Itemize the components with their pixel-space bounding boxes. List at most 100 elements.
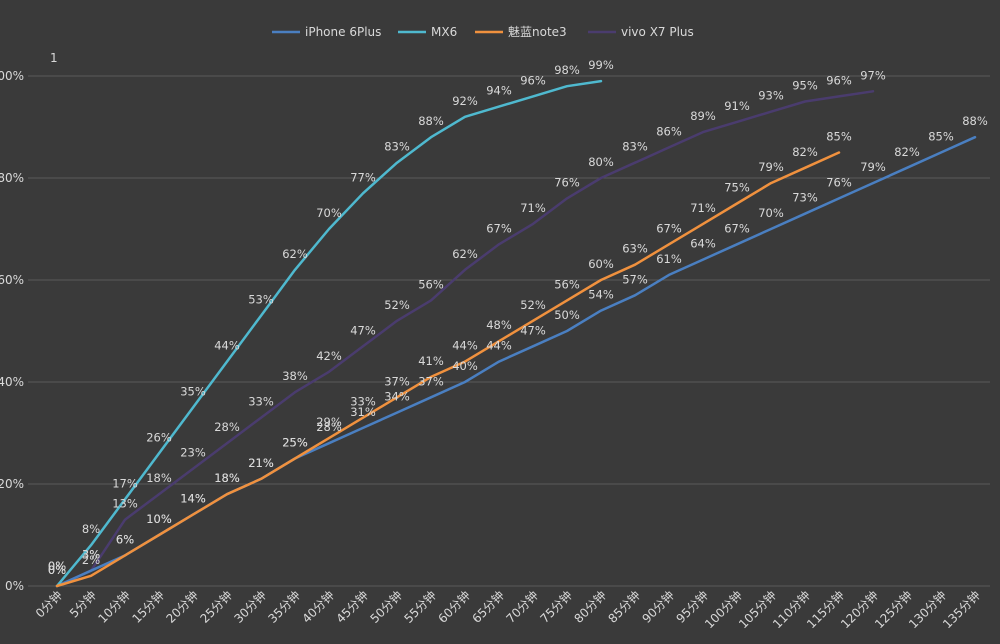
data-label: 0% bbox=[48, 559, 66, 573]
data-label: 13% bbox=[112, 497, 138, 511]
data-label: 96% bbox=[520, 73, 546, 87]
x-tick-label: 80分钟 bbox=[571, 588, 609, 626]
data-label: 77% bbox=[350, 170, 376, 184]
x-tick-label: 60分钟 bbox=[435, 588, 473, 626]
data-label: 64% bbox=[690, 237, 716, 251]
data-label: 47% bbox=[520, 323, 546, 337]
data-label: 82% bbox=[894, 145, 920, 159]
data-label: 56% bbox=[554, 277, 580, 291]
data-label: 2% bbox=[82, 553, 100, 567]
data-label: 82% bbox=[792, 145, 818, 159]
data-label: 50% bbox=[554, 308, 580, 322]
data-label: 28% bbox=[316, 420, 342, 434]
x-tick-label: 55分钟 bbox=[401, 588, 439, 626]
data-label: 79% bbox=[860, 160, 886, 174]
data-label: 52% bbox=[520, 298, 546, 312]
series-line bbox=[55, 90, 875, 588]
data-label: 91% bbox=[724, 99, 750, 113]
series-line bbox=[55, 79, 603, 588]
data-label: 70% bbox=[316, 206, 342, 220]
data-label: 33% bbox=[350, 395, 376, 409]
x-tick-label: 50分钟 bbox=[367, 588, 405, 626]
data-label: 52% bbox=[384, 298, 410, 312]
x-tick-label: 45分钟 bbox=[333, 588, 371, 626]
data-label: 0% bbox=[48, 559, 66, 573]
data-label: 95% bbox=[792, 79, 818, 93]
data-label: 40% bbox=[452, 359, 478, 373]
data-label: 18% bbox=[146, 471, 172, 485]
data-label: 44% bbox=[486, 339, 512, 353]
data-label: 70% bbox=[758, 206, 784, 220]
data-label: 76% bbox=[826, 175, 852, 189]
data-label: 14% bbox=[180, 492, 206, 506]
data-label: 44% bbox=[214, 339, 240, 353]
data-label: 94% bbox=[486, 84, 512, 98]
data-label: 88% bbox=[962, 114, 988, 128]
y-tick-label: 80% bbox=[0, 171, 24, 185]
data-label: 3% bbox=[82, 548, 100, 562]
x-tick-label: 10分钟 bbox=[95, 588, 133, 626]
data-label: 35% bbox=[180, 385, 206, 399]
x-tick-label: 25分钟 bbox=[197, 588, 235, 626]
data-label: 28% bbox=[214, 420, 240, 434]
legend: iPhone 6Plus MX6 魅蓝note3 vivo X7 Plus bbox=[272, 24, 694, 39]
data-label: 3% bbox=[82, 548, 100, 562]
data-label: 44% bbox=[452, 339, 478, 353]
x-tick-label: 40分钟 bbox=[299, 588, 337, 626]
legend-label: MX6 bbox=[431, 25, 457, 39]
x-tick-label: 35分钟 bbox=[265, 588, 303, 626]
x-tick-label: 0分钟 bbox=[32, 588, 65, 621]
data-label: 29% bbox=[316, 415, 342, 429]
legend-item: MX6 bbox=[398, 25, 457, 39]
data-label: 85% bbox=[928, 130, 954, 144]
legend-item: iPhone 6Plus bbox=[272, 25, 381, 39]
data-label: 85% bbox=[826, 130, 852, 144]
data-label: 54% bbox=[588, 288, 614, 302]
data-label: 31% bbox=[350, 405, 376, 419]
data-label: 75% bbox=[724, 181, 750, 195]
series-line bbox=[55, 135, 977, 588]
legend-item: 魅蓝note3 bbox=[475, 24, 567, 39]
data-label: 86% bbox=[656, 124, 682, 138]
data-label: 89% bbox=[690, 109, 716, 123]
legend-item: vivo X7 Plus bbox=[588, 25, 694, 39]
data-label: 60% bbox=[588, 257, 614, 271]
data-label: 83% bbox=[384, 140, 410, 154]
data-label: 63% bbox=[622, 242, 648, 256]
data-label: 62% bbox=[452, 247, 478, 261]
x-tick-label: 30分钟 bbox=[231, 588, 269, 626]
data-label: 0% bbox=[48, 563, 66, 577]
data-label: 71% bbox=[520, 201, 546, 215]
data-label: 62% bbox=[282, 247, 308, 261]
data-label: 98% bbox=[554, 63, 580, 77]
series-line bbox=[55, 151, 841, 588]
data-label: 0% bbox=[48, 563, 66, 577]
data-label: 88% bbox=[418, 114, 444, 128]
x-tick-label: 70分钟 bbox=[503, 588, 541, 626]
top-note: 1 bbox=[50, 51, 58, 65]
legend-label: 魅蓝note3 bbox=[508, 24, 567, 39]
data-label: 26% bbox=[146, 430, 172, 444]
y-tick-label: 40% bbox=[0, 375, 24, 389]
data-label: 18% bbox=[214, 471, 240, 485]
data-label: 71% bbox=[690, 201, 716, 215]
data-label: 57% bbox=[622, 272, 648, 286]
x-tick-label: 15分钟 bbox=[129, 588, 167, 626]
data-label: 10% bbox=[146, 512, 172, 526]
data-label: 99% bbox=[588, 58, 614, 72]
data-label: 61% bbox=[656, 252, 682, 266]
data-label: 56% bbox=[418, 277, 444, 291]
x-tick-label: 90分钟 bbox=[639, 588, 677, 626]
data-label: 38% bbox=[282, 369, 308, 383]
x-tick-label: 5分钟 bbox=[66, 588, 99, 621]
data-label: 8% bbox=[82, 522, 100, 536]
data-label: 73% bbox=[792, 191, 818, 205]
x-tick-label: 85分钟 bbox=[605, 588, 643, 626]
data-label: 37% bbox=[418, 374, 444, 388]
data-label: 67% bbox=[486, 221, 512, 235]
data-label: 83% bbox=[622, 140, 648, 154]
data-label: 96% bbox=[826, 73, 852, 87]
legend-label: vivo X7 Plus bbox=[621, 25, 694, 39]
y-tick-label: 60% bbox=[0, 273, 24, 287]
